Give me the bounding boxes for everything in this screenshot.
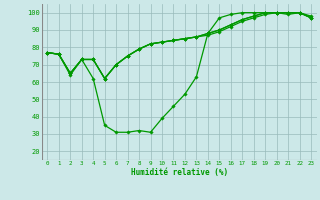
X-axis label: Humidité relative (%): Humidité relative (%) [131,168,228,177]
